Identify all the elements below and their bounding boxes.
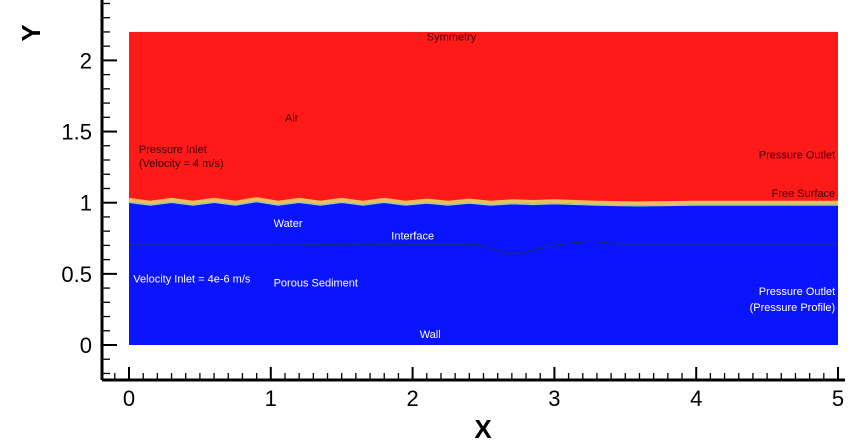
label-interface: Interface: [391, 231, 434, 243]
label-air: Air: [285, 113, 299, 125]
label-pressure-profile: (Pressure Profile): [750, 302, 836, 314]
x-tick-label: 0: [123, 386, 135, 411]
free-surface-line: [128, 197, 838, 206]
axes-layer: 0 1 2 3 4 5 0 0.5 1 1.5 2: [61, 0, 845, 411]
y-tick-label: 0.5: [61, 262, 92, 287]
x-tick-label: 1: [265, 386, 277, 411]
interface-line: [129, 240, 838, 254]
label-pressure-outlet-top: Pressure Outlet: [759, 150, 835, 162]
y-tick-label: 1: [80, 191, 92, 216]
x-tick-label: 2: [406, 386, 418, 411]
y-tick-label: 0: [80, 333, 92, 358]
label-symmetry: Symmetry: [427, 32, 477, 44]
label-wall: Wall: [420, 329, 441, 341]
labels-layer: Symmetry Air Pressure Inlet (Velocity = 4 m…: [133, 32, 835, 341]
y-axis-title: Y: [16, 24, 46, 41]
y-tick-label: 1.5: [61, 120, 92, 145]
label-porous-sediment: Porous Sediment: [274, 278, 358, 290]
label-free-surface: Free Surface: [772, 188, 836, 200]
label-pressure-inlet: Pressure Inlet: [139, 144, 207, 156]
label-water: Water: [274, 218, 303, 230]
domain-layer: [128, 31, 838, 345]
x-tick-label: 3: [548, 386, 560, 411]
x-axis-title: X: [474, 414, 492, 444]
y-tick-label: 2: [80, 48, 92, 73]
x-tick-label: 5: [832, 386, 844, 411]
label-pressure-inlet-velocity: (Velocity = 4 m/s): [139, 158, 224, 170]
free-surface-lower-edge: [128, 200, 838, 207]
x-tick-label: 4: [690, 386, 702, 411]
label-velocity-inlet: Velocity Inlet = 4e-6 m/s: [133, 273, 251, 285]
air-region: [129, 31, 838, 204]
label-pressure-outlet-bottom: Pressure Outlet: [759, 286, 835, 298]
